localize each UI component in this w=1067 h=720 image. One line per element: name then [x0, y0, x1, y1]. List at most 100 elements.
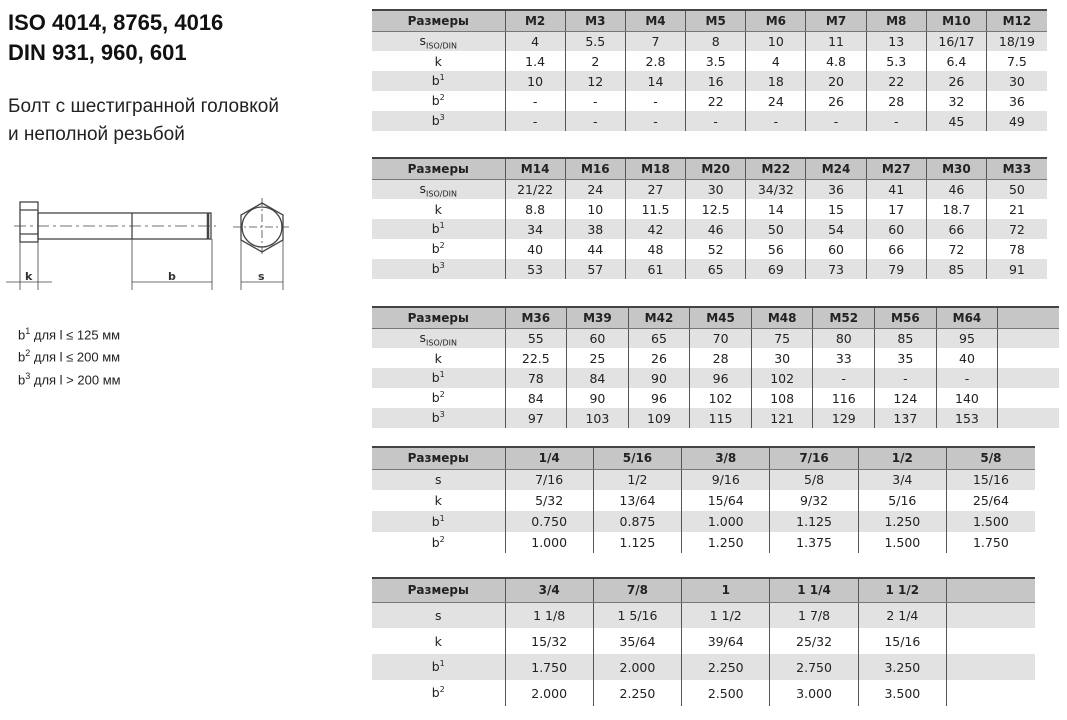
product-description: Болт с шестигранной головкой и неполной …	[8, 93, 279, 149]
size-header-cell: M16	[564, 157, 626, 180]
dimensions-table-2: Размеры M14 M16 M18 M20 M22 M24 M27 M30 M33 sISO/D…	[372, 157, 1047, 279]
value-cell: 27	[624, 179, 686, 199]
value-cell: 1.125	[769, 511, 859, 532]
value-cell: 46	[925, 179, 987, 199]
value-cell: 15/32	[504, 628, 594, 654]
size-header-cell: M27	[865, 157, 927, 180]
value-cell: 38	[564, 219, 626, 239]
value-cell: 35/64	[592, 628, 682, 654]
row-label-cell: b1	[372, 71, 506, 91]
value-cell: 3.000	[769, 680, 859, 706]
value-cell: 1 1/8	[504, 602, 594, 628]
value-cell: 124	[874, 388, 937, 408]
row-label-cell: b1	[372, 219, 506, 239]
size-header-cell: 3/4	[504, 577, 594, 603]
value-cell: 129	[812, 408, 875, 428]
row-label-cell: b3	[372, 259, 506, 279]
size-header-cell	[997, 306, 1060, 329]
value-cell: 22.5	[504, 348, 567, 368]
value-cell: 102	[689, 388, 752, 408]
row-label-cell: b3	[372, 408, 505, 428]
size-header-cell: M36	[504, 306, 567, 329]
value-cell: 13/64	[592, 490, 682, 511]
value-cell: 26	[925, 71, 987, 91]
value-cell: 108	[750, 388, 813, 408]
row-label-cell: b1	[372, 368, 505, 388]
value-cell	[945, 602, 1035, 628]
table-row: k 22.5 25 26 28 30 33 35 40	[372, 348, 1060, 368]
value-cell: 84	[566, 368, 629, 388]
value-cell	[997, 328, 1060, 348]
value-cell: 60	[865, 219, 927, 239]
value-cell: 1 1/2	[681, 602, 770, 628]
size-header-cell: 7/8	[592, 577, 682, 603]
table-header-row: Размеры M14 M16 M18 M20 M22 M24 M27 M30 M33	[372, 157, 1047, 180]
value-cell: 5.5	[564, 31, 626, 51]
value-cell: 34/32	[745, 179, 806, 199]
value-cell: 12	[564, 71, 626, 91]
table-row: k 5/32 13/64 15/64 9/32 5/16 25/64	[372, 490, 1035, 511]
value-cell: 103	[566, 408, 629, 428]
row-label-cell: sISO/DIN	[372, 328, 505, 348]
row-label-cell: k	[372, 51, 506, 71]
size-header-cell: M2	[504, 9, 566, 32]
size-header-cell: M18	[624, 157, 686, 180]
value-cell: 46	[685, 219, 746, 239]
value-cell: 34	[504, 219, 566, 239]
value-cell: 25/32	[769, 628, 859, 654]
value-cell	[997, 388, 1060, 408]
table-row: b2 2.000 2.250 2.500 3.000 3.500	[372, 680, 1035, 706]
value-cell: 26	[627, 348, 690, 368]
value-cell: 2.500	[681, 680, 770, 706]
value-cell: 16	[685, 71, 746, 91]
value-cell: 54	[805, 219, 867, 239]
value-cell: 15/16	[857, 628, 947, 654]
row-label-cell: sISO/DIN	[372, 31, 506, 51]
header-label-cell: Размеры	[372, 157, 506, 180]
value-cell: 53	[504, 259, 566, 279]
size-header-cell: M33	[986, 157, 1047, 180]
value-cell: 20	[805, 71, 867, 91]
value-cell: 16/17	[925, 31, 987, 51]
size-header-cell: 1/2	[857, 446, 947, 470]
dimensions-table-4: Размеры 1/4 5/16 3/8 7/16 1/2 5/8 s 7/16 1/2 9/16 5…	[372, 446, 1035, 553]
value-cell: -	[685, 111, 746, 131]
size-header-cell: M3	[564, 9, 626, 32]
value-cell: 65	[685, 259, 746, 279]
value-cell: 48	[624, 239, 686, 259]
b-dimension-label: b	[168, 270, 176, 283]
table-row: sISO/DIN 21/22 24 27 30 34/32 36 41 46 50	[372, 179, 1047, 199]
value-cell: 72	[925, 239, 987, 259]
table-row: b1 10 12 14 16 18 20 22 26 30	[372, 71, 1047, 91]
header-label-cell: Размеры	[372, 577, 505, 603]
value-cell: 3.500	[857, 680, 947, 706]
value-cell: 96	[627, 388, 690, 408]
table-row: b1 34 38 42 46 50 54 60 66 72	[372, 219, 1047, 239]
value-cell: 15/64	[681, 490, 770, 511]
value-cell: 33	[812, 348, 875, 368]
value-cell: 5.3	[865, 51, 927, 71]
row-label-cell: b2	[372, 532, 505, 553]
value-cell: 30	[750, 348, 813, 368]
value-cell: 39/64	[681, 628, 770, 654]
size-header-cell: 7/16	[769, 446, 859, 470]
value-cell: 35	[874, 348, 937, 368]
size-header-cell: 3/8	[681, 446, 770, 470]
value-cell: 18.7	[925, 199, 987, 219]
size-header-cell: M56	[874, 306, 937, 329]
size-header-cell: M30	[925, 157, 987, 180]
header-label-cell: Размеры	[372, 446, 505, 470]
value-cell: 1 7/8	[769, 602, 859, 628]
value-cell: 22	[865, 71, 927, 91]
size-header-cell: 5/8	[945, 446, 1035, 470]
size-header-cell: 1 1/2	[857, 577, 947, 603]
table-header-row: Размеры M2 M3 M4 M5 M6 M7 M8 M10 M12	[372, 9, 1047, 32]
value-cell: 5/16	[857, 490, 947, 511]
value-cell: 7	[624, 31, 686, 51]
value-cell: 1.4	[504, 51, 566, 71]
value-cell	[997, 348, 1060, 368]
value-cell: 61	[624, 259, 686, 279]
value-cell: 15	[805, 199, 867, 219]
value-cell	[997, 408, 1060, 428]
value-cell: 8.8	[504, 199, 566, 219]
